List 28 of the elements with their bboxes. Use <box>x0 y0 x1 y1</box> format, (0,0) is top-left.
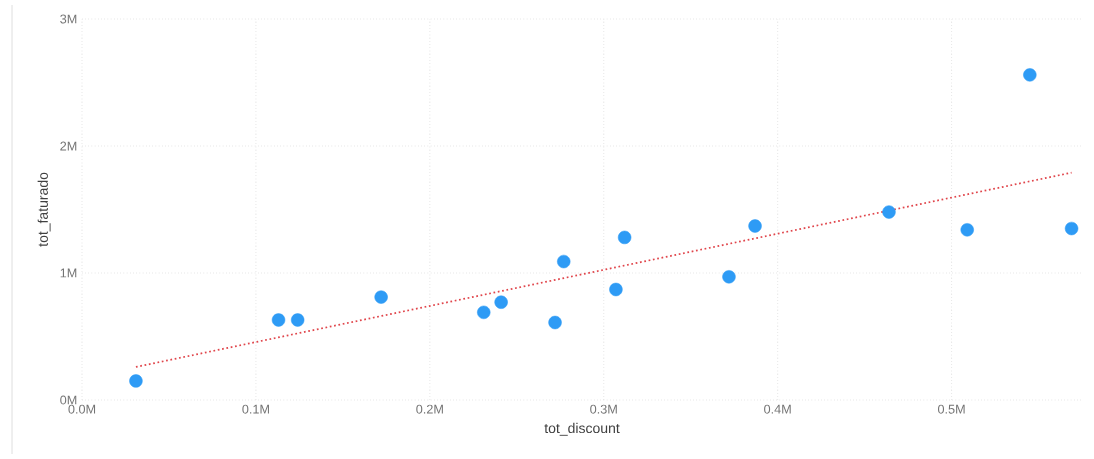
point <box>722 270 736 284</box>
x-tick-label: 0.0M <box>68 404 96 414</box>
point <box>548 315 562 330</box>
point <box>1023 68 1037 82</box>
point <box>609 282 623 297</box>
y-axis-title: tot_faturado <box>37 172 51 247</box>
point <box>494 295 508 309</box>
point <box>477 305 491 320</box>
point <box>271 313 286 327</box>
point <box>960 223 974 237</box>
point <box>882 205 896 219</box>
x-tick-label: 0.1M <box>242 404 269 414</box>
x-tick-label: 0.3M <box>590 404 617 414</box>
y-tick-label: 3M <box>60 14 77 24</box>
point <box>1064 221 1079 236</box>
x-tick-label: 0.5M <box>937 404 965 414</box>
point <box>129 374 143 388</box>
y-tick-label: 0M <box>60 395 77 405</box>
point <box>748 219 762 233</box>
point <box>374 290 388 304</box>
x-tick-label: 0.2M <box>416 404 443 414</box>
point <box>290 313 305 327</box>
point <box>617 230 632 245</box>
y-tick-label: 2M <box>60 141 77 151</box>
x-axis-title: tot_discount <box>544 422 620 436</box>
x-tick-label: 0.4M <box>764 404 791 414</box>
y-tick-label: 1M <box>60 268 77 278</box>
point <box>557 254 571 269</box>
